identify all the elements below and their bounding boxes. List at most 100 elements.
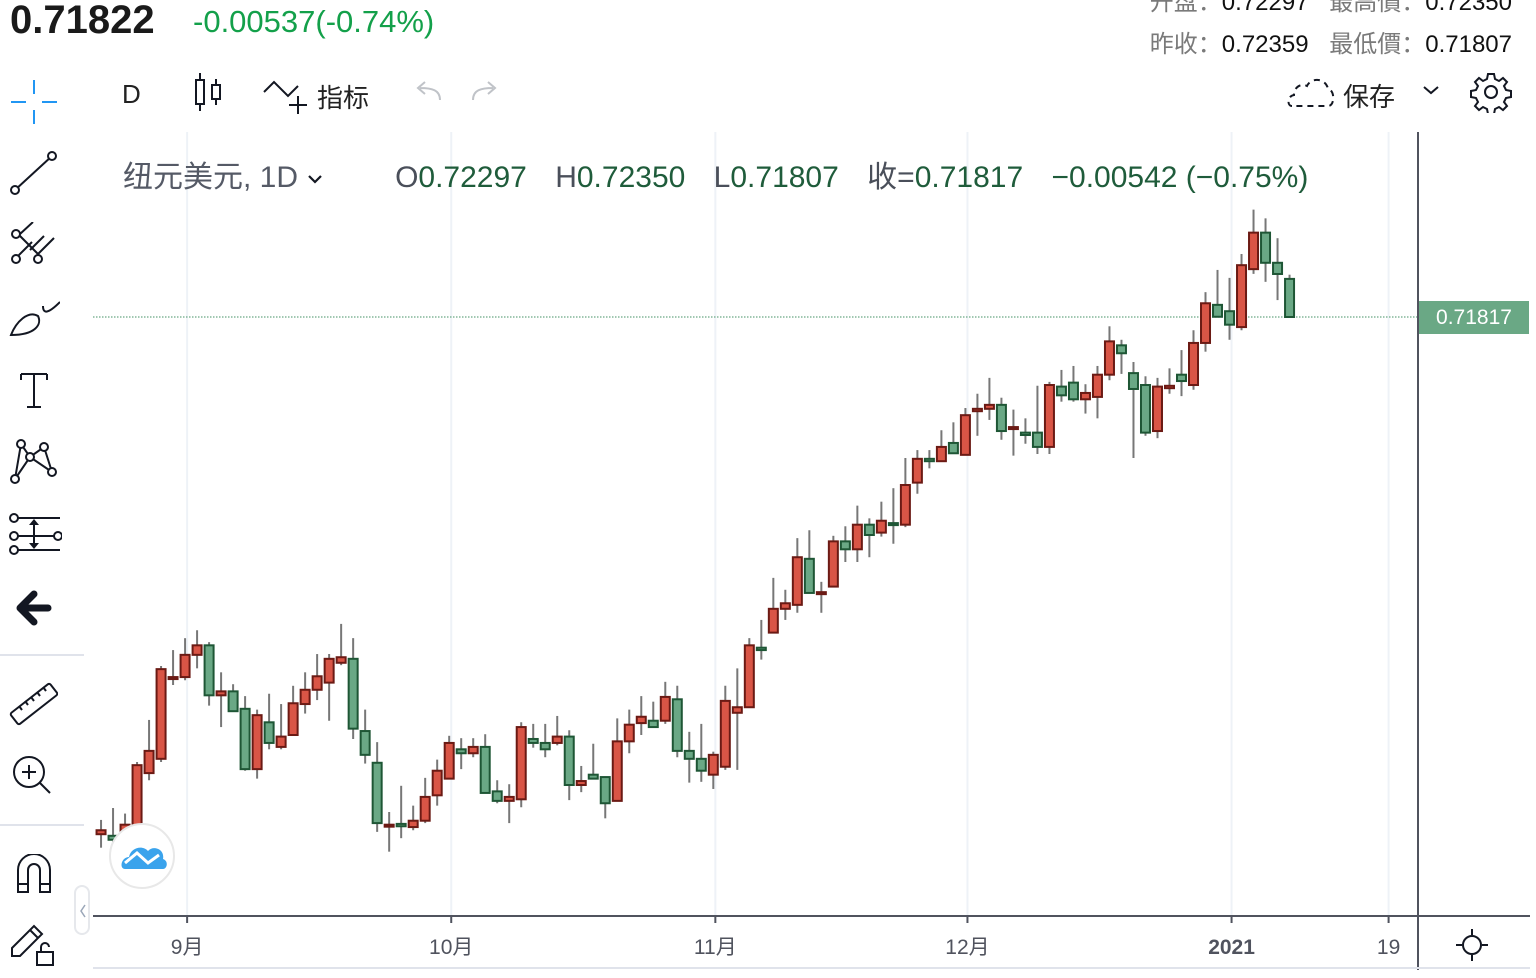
- toolbar-divider: [0, 654, 84, 656]
- candle: [851, 505, 863, 562]
- candle-body-down: [359, 730, 371, 756]
- close-val: 0.71817: [914, 161, 1024, 194]
- back-arrow-icon[interactable]: [16, 590, 52, 626]
- candle: [899, 458, 911, 528]
- candle-body-down: [1031, 431, 1043, 448]
- candle-body-up: [611, 740, 623, 802]
- chevron-left-icon: [78, 903, 88, 919]
- text-tool-icon[interactable]: [18, 370, 50, 410]
- redo-icon[interactable]: [469, 80, 499, 104]
- candle: [923, 450, 935, 469]
- candle-body-down: [491, 790, 503, 802]
- low-val: 0.71807: [730, 161, 839, 194]
- candle-body-up: [467, 745, 479, 755]
- candle: [935, 430, 947, 463]
- candle: [1067, 365, 1079, 402]
- interval-button[interactable]: D: [122, 79, 141, 109]
- candle: [479, 734, 491, 794]
- candle: [623, 709, 635, 754]
- candle-body-down: [539, 741, 551, 751]
- candle-body-down: [1019, 431, 1031, 437]
- candle-style-icon[interactable]: [192, 72, 224, 112]
- last-price: 0.71822: [10, 0, 155, 42]
- save-menu-chevron-icon[interactable]: [1422, 84, 1440, 96]
- symbol-chevron-down-icon[interactable]: [306, 172, 324, 186]
- candle: [971, 393, 983, 436]
- candle-body-up: [275, 735, 287, 748]
- brush-tool-icon[interactable]: [8, 298, 60, 340]
- candle-body-up: [971, 407, 983, 413]
- crosshair-icon[interactable]: [10, 78, 58, 126]
- candle: [695, 723, 707, 782]
- candle: [1284, 274, 1296, 318]
- candle-body-down: [455, 748, 467, 755]
- candle-body-down: [479, 745, 491, 794]
- candle: [443, 735, 455, 780]
- candle: [611, 718, 623, 802]
- candle-body-up: [443, 741, 455, 780]
- undo-icon[interactable]: [414, 80, 444, 104]
- x-tick-label: 12月: [945, 936, 989, 959]
- candle: [227, 684, 239, 713]
- open-val: 0.72297: [418, 161, 527, 194]
- quote-row-prevclose-low: 昨收：0.72359 最低價：0.71807: [1150, 24, 1512, 59]
- collapse-toolbar-handle[interactable]: [74, 885, 90, 935]
- candle-body-up: [791, 556, 803, 606]
- candle-body-down: [755, 646, 767, 652]
- candle: [911, 450, 923, 494]
- candle: [1248, 209, 1260, 274]
- candle-body-up: [1200, 302, 1212, 344]
- candle: [1200, 292, 1212, 352]
- candle: [503, 784, 515, 824]
- candle: [947, 422, 959, 455]
- candle: [527, 723, 539, 748]
- candle: [1079, 384, 1091, 414]
- candle-body-down: [1055, 385, 1067, 397]
- candle-body-down: [1115, 344, 1127, 355]
- measure-projection-tool-icon[interactable]: [8, 512, 62, 556]
- x-tick-label: 10月: [429, 936, 473, 959]
- candle-body-up: [335, 656, 347, 664]
- candle: [407, 805, 419, 831]
- candle: [467, 738, 479, 758]
- candle-body-up: [287, 702, 299, 737]
- candle: [239, 696, 251, 771]
- brand-logo[interactable]: [109, 823, 175, 889]
- lock-drawings-icon[interactable]: [10, 922, 56, 968]
- pitchfork-tool-icon[interactable]: [10, 222, 58, 270]
- cloud-chart-logo-icon: [121, 841, 167, 871]
- candle-body-down: [1260, 231, 1272, 264]
- candle: [1139, 376, 1151, 436]
- candle-body-down: [947, 441, 959, 455]
- candle: [155, 665, 167, 762]
- chart-settings-sun-icon[interactable]: [1455, 928, 1489, 962]
- high-key: H: [555, 161, 577, 194]
- candle-body-down: [1284, 277, 1296, 318]
- candle-body-up: [167, 676, 179, 681]
- last-price-label: 0.71817: [1419, 301, 1529, 334]
- symbol-title[interactable]: 纽元美元, 1D: [123, 161, 299, 194]
- zoom-in-icon[interactable]: [12, 755, 52, 795]
- candle: [215, 672, 227, 728]
- candle: [1127, 361, 1139, 459]
- candle-body-up: [551, 735, 563, 744]
- candle: [599, 776, 611, 819]
- candle: [1115, 339, 1127, 374]
- candle: [179, 638, 191, 681]
- pattern-tool-icon[interactable]: [10, 438, 60, 486]
- candle-body-up: [1091, 373, 1103, 398]
- settings-gear-icon[interactable]: [1470, 71, 1512, 113]
- price-change: -0.00537(-0.74%): [193, 4, 435, 39]
- candle-body-up: [815, 591, 827, 596]
- low-key: L: [713, 161, 731, 194]
- candle-body-up: [1236, 264, 1248, 329]
- ruler-icon[interactable]: [8, 680, 58, 728]
- candle: [1151, 377, 1163, 439]
- candle: [791, 538, 803, 613]
- trend-line-tool-icon[interactable]: [10, 150, 58, 198]
- candle: [587, 743, 599, 780]
- magnet-icon[interactable]: [16, 854, 52, 894]
- candle: [1224, 277, 1236, 340]
- open-value: 0.72297: [1221, 0, 1309, 16]
